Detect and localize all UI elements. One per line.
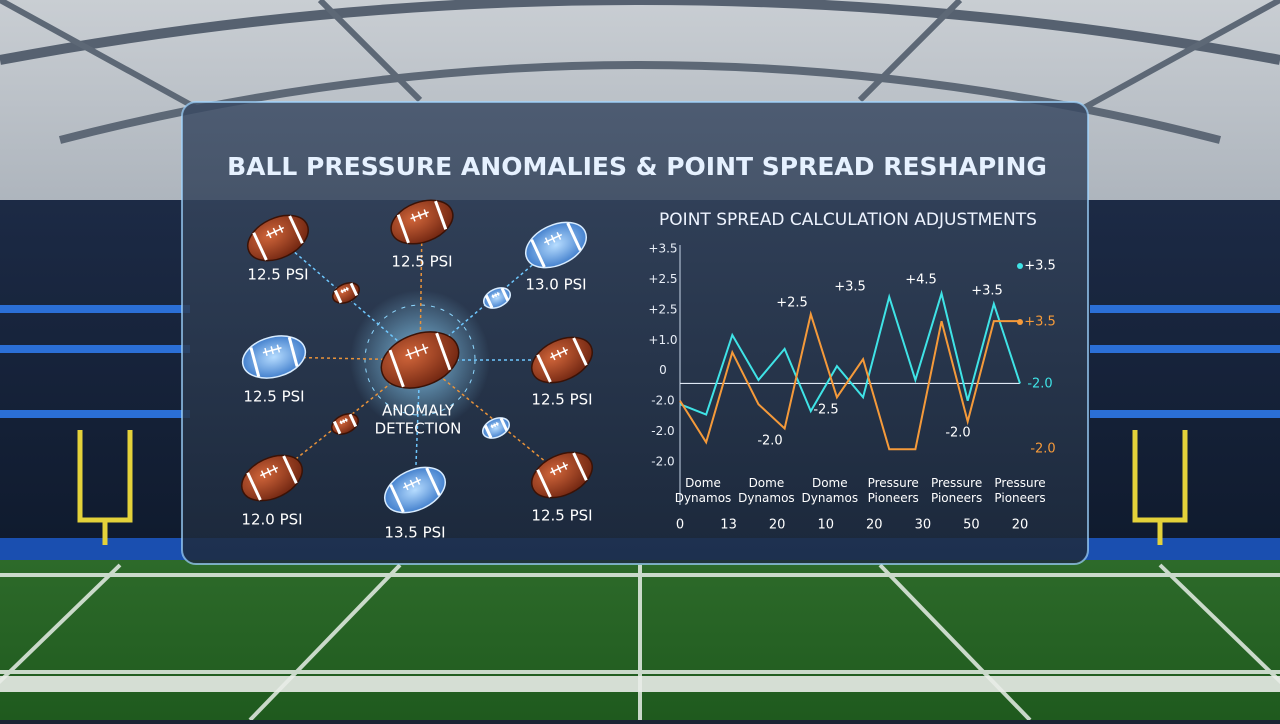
x-axis-label: 10 [817, 518, 834, 533]
football [241, 454, 303, 502]
y-axis-label: +2.5 [648, 272, 677, 286]
y-axis-label: +1.0 [648, 333, 677, 347]
y-axis-label: 0 [659, 363, 667, 377]
page-title: BALL PRESSURE ANOMALIES & POINT SPREAD R… [227, 152, 1047, 181]
ball-body [241, 335, 307, 379]
ball-laces [260, 465, 279, 479]
x-axis-label: 20 [769, 518, 786, 533]
annotation: +2.5 [776, 296, 808, 311]
annotation: -2.0 [1027, 377, 1052, 392]
category-label: Pressure Pioneers [931, 476, 982, 505]
ball-stripe [536, 452, 588, 498]
x-axis-label: 0 [676, 518, 684, 533]
football [247, 214, 309, 262]
psi-label: 13.0 PSI [525, 276, 586, 294]
ball-body [380, 331, 460, 389]
football [525, 221, 587, 269]
football [331, 413, 359, 435]
ball-laces [490, 422, 499, 429]
psi-label: 12.5 PSI [531, 507, 592, 525]
ball-stripe [388, 332, 452, 388]
ball-stripe [332, 413, 358, 435]
ball-stripe [252, 215, 304, 261]
ball-body [390, 199, 454, 245]
football [482, 417, 510, 439]
ball-stripe [483, 417, 509, 439]
annotation: -2.5 [813, 403, 838, 418]
annotation: -2.0 [757, 434, 782, 449]
ball-laces [544, 232, 563, 246]
annotation: -2.0 [1030, 442, 1055, 457]
x-axis-label: 13 [720, 518, 737, 533]
psi-label: 12.5 PSI [531, 391, 592, 409]
annotation: +3.5 [1024, 259, 1056, 274]
category-label: Pressure Pioneers [994, 476, 1045, 505]
x-axis-label: 30 [915, 518, 932, 533]
series-line [679, 289, 1021, 416]
ball-stripe [530, 222, 582, 268]
line-chart: +2.5 +3.5 +4.5 +3.5 -2.5 -2.0 -2.0 +3.5 … [648, 242, 1055, 533]
ball-laces [405, 343, 429, 360]
football [483, 287, 511, 309]
psi-label: 12.5 PSI [243, 388, 304, 406]
football [384, 466, 446, 514]
x-axis-label: 20 [866, 518, 883, 533]
ball-laces [491, 292, 500, 299]
ball-stripe [249, 336, 299, 378]
y-axis-label: +2.5 [648, 302, 677, 316]
psi-label: 12.5 PSI [247, 266, 308, 284]
y-axis-label: +3.5 [648, 242, 677, 256]
football [380, 331, 460, 389]
ball-stripe [333, 282, 359, 304]
ball-laces [339, 418, 348, 425]
football [332, 282, 360, 304]
ball-stripe [389, 467, 441, 513]
ball-laces [403, 477, 422, 491]
series-line [679, 310, 1020, 451]
football [531, 336, 593, 384]
category-label: Dome Dynamos [675, 476, 732, 505]
ball-laces [550, 462, 569, 476]
x-axis-label: 50 [963, 518, 980, 533]
annotation: +4.5 [905, 273, 937, 288]
annotation: +3.5 [971, 284, 1003, 299]
x-axis-label: 20 [1012, 518, 1029, 533]
ball-laces [266, 225, 285, 239]
ball-laces [340, 287, 349, 294]
psi-label: 12.0 PSI [241, 511, 302, 529]
annotation: +3.5 [834, 280, 866, 295]
ball-stripe [396, 200, 448, 244]
y-axis-label: -2.0 [651, 394, 674, 408]
psi-label: 13.5 PSI [384, 524, 445, 542]
annotation: +3.5 [1024, 315, 1056, 330]
category-label: Dome Dynamos [738, 476, 795, 505]
ball-laces [410, 209, 429, 222]
ball-stripe [536, 337, 588, 383]
category-label: Pressure Pioneers [868, 476, 919, 505]
series-end-dot [1017, 319, 1023, 325]
ball-laces [550, 347, 569, 361]
series-end-dot [1017, 263, 1023, 269]
connector [419, 221, 423, 361]
football [390, 199, 454, 245]
connector [277, 237, 421, 361]
football [531, 451, 593, 499]
chart-title: POINT SPREAD CALCULATION ADJUSTMENTS [659, 210, 1037, 230]
ball-stripe [484, 287, 510, 309]
ball-stripe [246, 455, 298, 501]
football [241, 335, 307, 379]
annotation: -2.0 [945, 426, 970, 441]
category-label: Dome Dynamos [802, 476, 859, 505]
psi-label: 12.5 PSI [391, 253, 452, 271]
y-axis-label: -2.0 [651, 455, 674, 469]
y-axis-label: -2.0 [651, 424, 674, 438]
ball-laces [262, 344, 282, 356]
connector [419, 359, 563, 476]
